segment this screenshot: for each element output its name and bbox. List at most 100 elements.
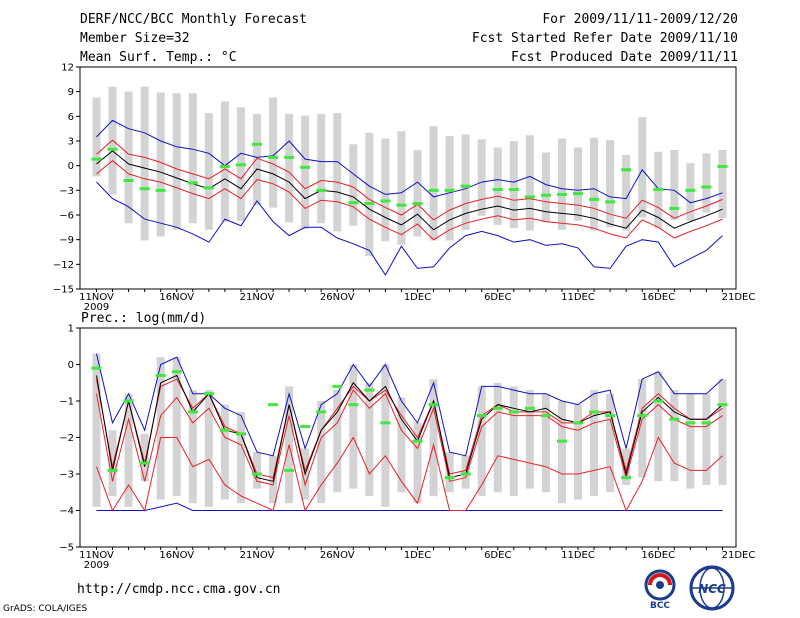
lower-spread-line [96, 389, 723, 487]
observed-marker [171, 370, 182, 374]
member-range-box [333, 113, 342, 232]
observed-marker [396, 203, 407, 207]
member-range-box [381, 364, 390, 507]
member-range-box [204, 113, 213, 230]
member-range-box [638, 379, 647, 478]
member-range-box [574, 147, 582, 221]
member-range-box [140, 86, 149, 241]
member-range-box [670, 390, 679, 482]
ensemble-mean-line [96, 374, 723, 482]
observed-marker [252, 142, 262, 146]
observed-marker [412, 439, 423, 443]
member-range-box [574, 404, 582, 500]
member-range-box [638, 117, 647, 218]
observed-marker [364, 201, 375, 205]
observed-marker [107, 147, 118, 151]
observed-marker [492, 406, 503, 410]
x-tick-label: 26NOV [320, 292, 355, 303]
y-tick-label: 1 [68, 324, 74, 335]
lower-spread-line [96, 160, 723, 241]
observed-marker [139, 187, 150, 191]
grads-credit: GrADS: COLA/IGES [3, 604, 88, 614]
ncc-logo: NCC [689, 565, 735, 611]
observed-marker [605, 200, 616, 204]
x-tick-label: 21NOV [240, 292, 275, 303]
member-range-box [622, 448, 631, 485]
observed-marker [203, 186, 214, 190]
observed-marker [123, 178, 134, 182]
observed-marker [621, 168, 632, 172]
observed-marker [252, 472, 262, 476]
member-range-box [413, 422, 422, 504]
member-range-box [525, 390, 534, 489]
member-range-box [718, 150, 727, 219]
observed-marker [91, 366, 102, 370]
member-range-box [365, 382, 374, 496]
x-tick-label: 16DEC [641, 292, 675, 303]
observed-marker [91, 157, 102, 161]
member-range-box [124, 91, 133, 224]
observed-marker [300, 425, 311, 429]
x-tick-label: 16NOV [159, 550, 194, 561]
member-range-box [606, 140, 615, 228]
variable-label: Mean Surf. Temp.: °C [80, 50, 237, 65]
y-tick-label: −4 [59, 506, 74, 517]
observed-marker [460, 472, 471, 476]
member-range-box [156, 357, 165, 500]
panel-2: Prec.: log(mm/d) −5 −4 −3 −2 −1 0 1 11NOV 16NOV 21… [59, 311, 755, 571]
y-tick-label: −3 [59, 186, 74, 197]
member-range-box [557, 138, 566, 230]
member-range-box [188, 93, 197, 224]
y-tick-label: 6 [68, 112, 74, 123]
member-range-box [654, 371, 663, 482]
chart-title: DERF/NCC/BCC Monthly Forecast [80, 12, 307, 27]
ensemble-max-line [96, 119, 723, 204]
y-tick-label: −1 [59, 397, 74, 408]
lower-quantile-line [96, 436, 723, 512]
ensemble-mean-line [96, 150, 723, 231]
observed-marker [300, 165, 311, 169]
y-tick-label: −6 [59, 211, 74, 222]
observed-marker [701, 185, 712, 189]
observed-marker [605, 414, 616, 418]
member-range-box [686, 393, 695, 489]
member-range-box [269, 97, 278, 208]
member-range-box [541, 393, 550, 493]
observed-marker [380, 199, 391, 203]
observed-marker [187, 410, 198, 414]
ensemble-min-line [96, 502, 723, 511]
x-tick-label: 11NOV [79, 550, 114, 561]
member-range-box [172, 93, 181, 230]
observed-marker [476, 414, 487, 418]
y-tick-label: 12 [61, 63, 74, 74]
source-url[interactable]: http://cmdp.ncc.cma.gov.cn [77, 582, 281, 597]
member-range-box [590, 137, 599, 231]
observed-marker [637, 414, 648, 418]
x-tick-label: 16DEC [641, 550, 675, 561]
member-range-box [622, 154, 631, 231]
x-year-label: 2009 [84, 560, 109, 571]
observed-marker [717, 164, 728, 168]
member-range-box [686, 163, 695, 221]
observed-marker [284, 155, 295, 159]
observed-marker [364, 388, 375, 392]
member-range-box [140, 433, 149, 482]
y-tick-label: 0 [68, 161, 74, 172]
member-range-box [413, 150, 422, 237]
member-range-box [525, 135, 534, 231]
x-tick-label: 21DEC [722, 550, 756, 561]
observed-marker [508, 410, 519, 414]
observed-marker [701, 421, 712, 425]
ensemble-min-line [96, 181, 723, 276]
observed-marker [235, 163, 246, 167]
observed-marker [589, 197, 600, 201]
observed-marker [685, 188, 696, 192]
member-range-box [236, 411, 245, 504]
observed-marker [556, 192, 567, 196]
observed-marker [155, 188, 166, 192]
member-range-box [493, 382, 502, 493]
member-range-box [606, 393, 615, 493]
ensemble-max-line [96, 353, 723, 457]
member-range-box [477, 386, 486, 496]
member-range-box [220, 101, 229, 222]
